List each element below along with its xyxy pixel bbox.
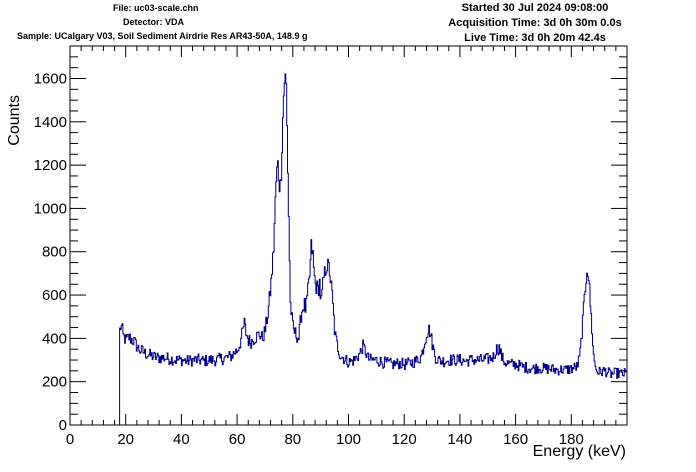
x-tick-label: 100: [336, 431, 361, 448]
acquisition-time-label: Acquisition Time: 3d 0h 30m 0.0s: [448, 17, 622, 29]
y-tick-label: 1400: [34, 114, 67, 131]
live-time-label: Live Time: 3d 0h 20m 42.4s: [464, 32, 606, 44]
x-tick-label: 40: [173, 431, 190, 448]
spectrum-line: [118, 73, 628, 426]
x-tick-label: 80: [284, 431, 301, 448]
x-tick-label: 20: [117, 431, 134, 448]
axis-ticks: 0 20 40 60 80 100 120 140 160 180 0 200 400 600 800 100…: [34, 45, 627, 448]
x-tick-label: 120: [392, 431, 417, 448]
x-tick-label: 0: [66, 431, 74, 448]
x-axis-title: Energy (keV): [533, 443, 626, 460]
y-tick-label: 200: [42, 374, 67, 391]
sample-label: Sample: UCalgary V03, Soil Sediment Aird…: [17, 31, 308, 41]
y-tick-label: 1600: [34, 70, 67, 87]
x-tick-label: 180: [559, 431, 584, 448]
y-tick-label: 400: [42, 330, 67, 347]
x-tick-label: 160: [503, 431, 528, 448]
y-tick-label: 1200: [34, 157, 67, 174]
y-tick-label: 0: [59, 417, 67, 434]
detector-label: Detector: VDA: [123, 17, 185, 27]
started-label: Started 30 Jul 2024 09:08:00: [461, 2, 609, 14]
x-tick-label: 140: [447, 431, 472, 448]
series-layer: [118, 73, 628, 426]
file-label: File: uc03-scale.chn: [113, 3, 199, 13]
y-axis-title: Counts: [6, 95, 23, 146]
y-tick-label: 800: [42, 244, 67, 261]
x-tick-label: 60: [229, 431, 246, 448]
y-tick-label: 1000: [34, 200, 67, 217]
y-tick-label: 600: [42, 287, 67, 304]
